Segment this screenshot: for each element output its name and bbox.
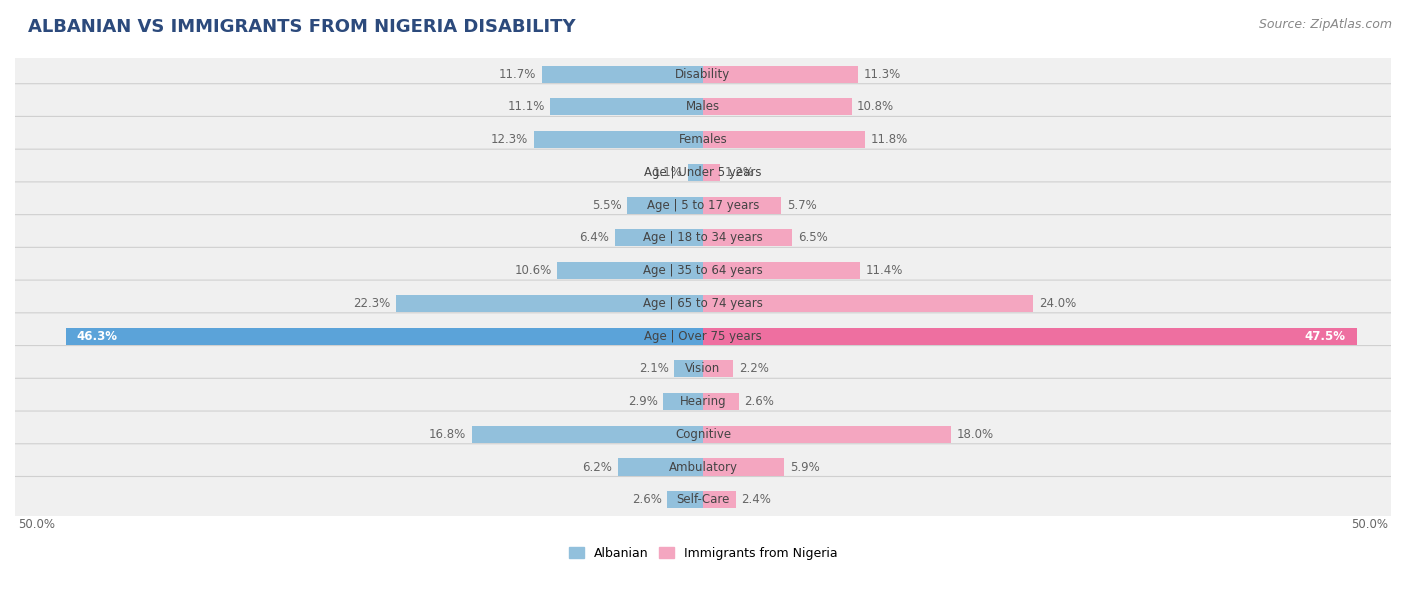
Text: Vision: Vision	[685, 362, 721, 375]
Text: Cognitive: Cognitive	[675, 428, 731, 441]
Bar	[703, 262, 860, 279]
Text: 5.5%: 5.5%	[592, 199, 621, 212]
FancyBboxPatch shape	[11, 444, 1395, 490]
Bar	[703, 327, 1357, 345]
Text: Males: Males	[686, 100, 720, 113]
Text: Hearing: Hearing	[679, 395, 727, 408]
Text: 6.2%: 6.2%	[582, 460, 612, 474]
FancyBboxPatch shape	[11, 346, 1395, 392]
Text: 11.8%: 11.8%	[870, 133, 908, 146]
Bar	[627, 196, 703, 214]
Text: 10.8%: 10.8%	[858, 100, 894, 113]
Text: Age | 5 to 17 years: Age | 5 to 17 years	[647, 199, 759, 212]
Text: Age | Under 5 years: Age | Under 5 years	[644, 166, 762, 179]
Text: Self-Care: Self-Care	[676, 493, 730, 506]
Bar	[66, 327, 703, 345]
Bar	[534, 131, 703, 148]
Bar	[557, 262, 703, 279]
FancyBboxPatch shape	[11, 313, 1395, 359]
Bar	[703, 393, 738, 410]
Text: Age | 65 to 74 years: Age | 65 to 74 years	[643, 297, 763, 310]
Bar	[673, 360, 703, 378]
FancyBboxPatch shape	[11, 280, 1395, 327]
Bar	[703, 99, 852, 116]
Bar	[703, 65, 859, 83]
FancyBboxPatch shape	[11, 116, 1395, 163]
Bar	[703, 491, 735, 508]
Bar	[550, 99, 703, 116]
Bar	[703, 458, 785, 476]
Text: 2.4%: 2.4%	[741, 493, 772, 506]
Text: Source: ZipAtlas.com: Source: ZipAtlas.com	[1258, 18, 1392, 31]
Text: 50.0%: 50.0%	[1351, 518, 1388, 531]
Text: 2.6%: 2.6%	[744, 395, 775, 408]
Bar	[703, 164, 720, 181]
Text: Age | 18 to 34 years: Age | 18 to 34 years	[643, 231, 763, 244]
Text: 10.6%: 10.6%	[515, 264, 551, 277]
Text: 11.3%: 11.3%	[865, 68, 901, 81]
Text: 47.5%: 47.5%	[1305, 330, 1346, 343]
FancyBboxPatch shape	[11, 84, 1395, 130]
FancyBboxPatch shape	[11, 149, 1395, 196]
Text: 2.6%: 2.6%	[631, 493, 662, 506]
Text: 12.3%: 12.3%	[491, 133, 529, 146]
Text: 46.3%: 46.3%	[77, 330, 118, 343]
Bar	[703, 196, 782, 214]
Bar	[617, 458, 703, 476]
Legend: Albanian, Immigrants from Nigeria: Albanian, Immigrants from Nigeria	[564, 542, 842, 565]
Text: Females: Females	[679, 133, 727, 146]
Text: 11.1%: 11.1%	[508, 100, 544, 113]
Text: Ambulatory: Ambulatory	[668, 460, 738, 474]
Text: 6.5%: 6.5%	[799, 231, 828, 244]
Bar	[688, 164, 703, 181]
Text: 5.7%: 5.7%	[787, 199, 817, 212]
Bar	[703, 295, 1033, 312]
Bar	[614, 230, 703, 247]
Text: Age | Over 75 years: Age | Over 75 years	[644, 330, 762, 343]
Text: 11.7%: 11.7%	[499, 68, 537, 81]
FancyBboxPatch shape	[11, 182, 1395, 228]
Bar	[472, 426, 703, 442]
Bar	[541, 65, 703, 83]
FancyBboxPatch shape	[11, 477, 1395, 523]
Bar	[703, 131, 865, 148]
Text: 1.2%: 1.2%	[725, 166, 755, 179]
Text: 5.9%: 5.9%	[790, 460, 820, 474]
Text: 22.3%: 22.3%	[353, 297, 391, 310]
FancyBboxPatch shape	[11, 247, 1395, 294]
Text: 50.0%: 50.0%	[18, 518, 55, 531]
Text: 18.0%: 18.0%	[956, 428, 993, 441]
Text: 24.0%: 24.0%	[1039, 297, 1076, 310]
FancyBboxPatch shape	[11, 378, 1395, 425]
FancyBboxPatch shape	[11, 215, 1395, 261]
Text: 1.1%: 1.1%	[652, 166, 682, 179]
FancyBboxPatch shape	[11, 411, 1395, 458]
Text: 2.1%: 2.1%	[638, 362, 669, 375]
Bar	[703, 426, 950, 442]
Text: 6.4%: 6.4%	[579, 231, 609, 244]
Bar	[668, 491, 703, 508]
Bar	[664, 393, 703, 410]
Text: ALBANIAN VS IMMIGRANTS FROM NIGERIA DISABILITY: ALBANIAN VS IMMIGRANTS FROM NIGERIA DISA…	[28, 18, 575, 36]
Bar	[703, 360, 734, 378]
Text: Disability: Disability	[675, 68, 731, 81]
Bar	[396, 295, 703, 312]
Text: 2.2%: 2.2%	[738, 362, 769, 375]
Bar	[703, 230, 793, 247]
Text: 2.9%: 2.9%	[627, 395, 658, 408]
FancyBboxPatch shape	[11, 51, 1395, 97]
Text: 11.4%: 11.4%	[865, 264, 903, 277]
Text: 16.8%: 16.8%	[429, 428, 467, 441]
Text: Age | 35 to 64 years: Age | 35 to 64 years	[643, 264, 763, 277]
